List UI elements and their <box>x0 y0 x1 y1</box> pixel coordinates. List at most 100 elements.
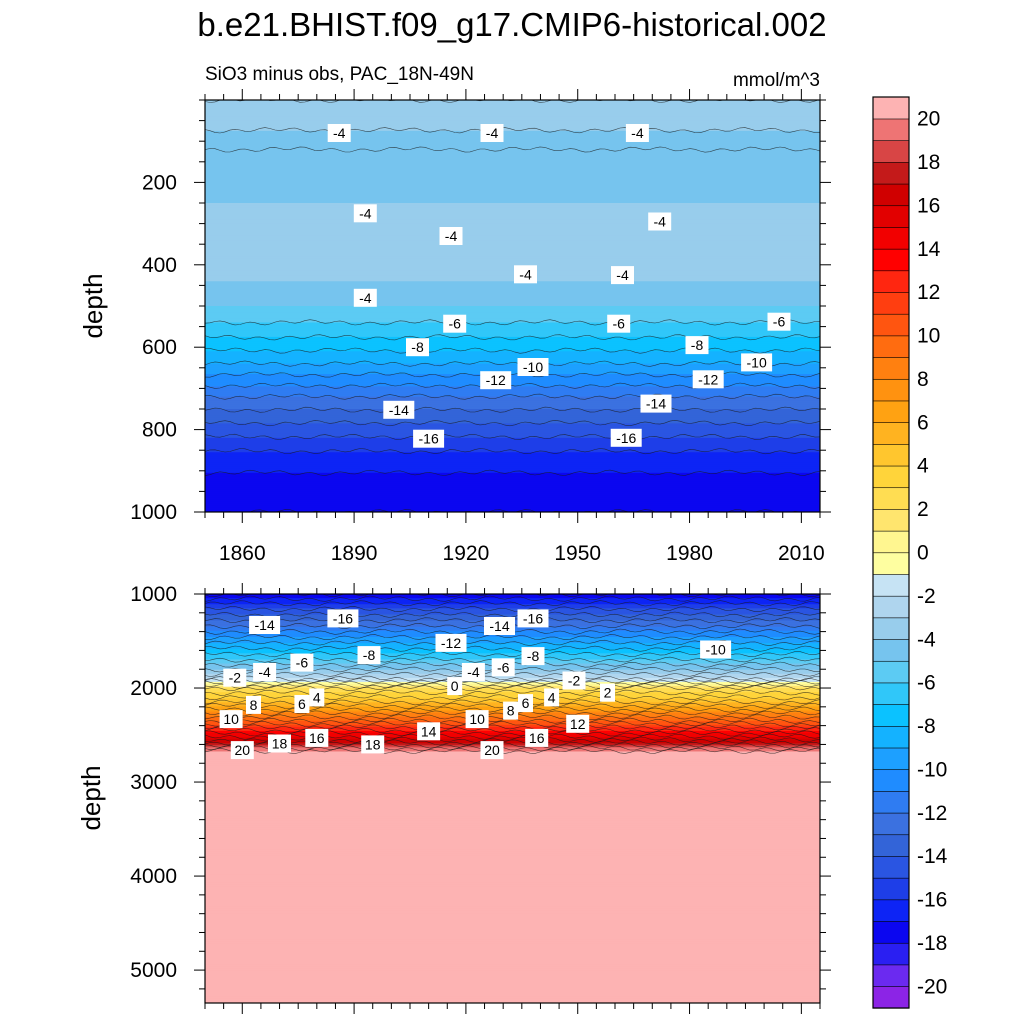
upper-fill-band <box>205 124 820 128</box>
lower-contour-label: 12 <box>566 714 590 733</box>
upper-fill-band <box>205 499 820 503</box>
lower-y-axis-label: depth <box>76 765 106 830</box>
lower-contour-label-box <box>309 688 325 707</box>
lower-fill-band <box>205 841 820 845</box>
lower-contour-label-box <box>518 694 533 713</box>
upper-fill-band <box>205 194 820 198</box>
lower-fill-band <box>205 759 820 763</box>
lower-fill-band <box>205 927 820 930</box>
lower-fill-band <box>205 892 820 896</box>
upper-fill-band <box>205 310 820 313</box>
upper-fill-band <box>205 167 820 171</box>
lower-fill-band <box>205 645 820 648</box>
lower-fill-band <box>205 753 820 757</box>
upper-contour-label-box <box>611 266 634 285</box>
upper-contour-label-text: -14 <box>646 396 666 412</box>
upper-contour-line <box>205 433 820 440</box>
upper-fill-band <box>205 244 820 247</box>
lower-fill-band <box>205 778 820 781</box>
upper-contour-label-text: -4 <box>519 266 532 282</box>
lower-fill-band <box>205 843 820 847</box>
upper-fill-band <box>205 153 820 157</box>
lower-contour-line <box>205 611 820 618</box>
lower-fill-band <box>205 984 820 988</box>
upper-fill-band <box>205 170 820 173</box>
upper-fill-band <box>205 429 820 433</box>
lower-contour-label-text: -6 <box>296 655 309 671</box>
upper-fill-band <box>205 128 820 132</box>
lower-contour-label-box <box>305 728 329 747</box>
lower-fill-band <box>205 767 820 771</box>
colorbar-swatch <box>872 573 910 597</box>
upper-contour-label-box <box>692 370 724 389</box>
colorbar-swatch <box>872 964 910 987</box>
upper-contour-label: -6 <box>443 314 467 333</box>
lower-contour-label-text: -10 <box>705 642 725 658</box>
upper-fill-band <box>205 182 820 186</box>
colorbar-swatch <box>872 443 910 467</box>
upper-fill-band <box>205 219 820 223</box>
upper-contour-label-text: -8 <box>691 337 704 353</box>
lower-contour-label-box <box>525 728 549 747</box>
lower-fill-band <box>205 820 820 824</box>
upper-fill-band <box>205 137 820 140</box>
upper-x-tick-label: 1890 <box>331 542 378 565</box>
lower-fill-band <box>205 921 820 924</box>
lower-fill-band <box>205 675 820 679</box>
upper-fill-band <box>205 308 820 311</box>
lower-fill-band <box>205 784 820 787</box>
lower-fill-band <box>205 945 820 949</box>
upper-fill-band <box>205 178 820 181</box>
upper-fill-band <box>205 347 820 350</box>
colorbar-swatch <box>872 942 910 966</box>
upper-fill-band <box>205 380 820 383</box>
upper-contour-line <box>205 448 820 455</box>
upper-fill-band <box>205 485 820 488</box>
lower-fill-band <box>205 594 820 597</box>
lower-contour-label-box <box>503 701 519 720</box>
lower-fill-band <box>205 800 820 804</box>
lower-contour-label-text: 18 <box>365 736 381 752</box>
upper-fill-band <box>205 114 820 118</box>
upper-fill-band <box>205 406 820 410</box>
lower-contour-label-box <box>461 663 485 681</box>
upper-fill-band <box>205 400 820 404</box>
lower-fill-band <box>205 919 820 922</box>
upper-fill-band <box>205 466 820 470</box>
upper-contour-label-box <box>443 314 467 333</box>
lower-fill-band <box>205 602 820 605</box>
lower-fill-band <box>205 739 820 742</box>
lower-fill-band <box>205 749 820 753</box>
upper-contour-label-box <box>327 124 351 142</box>
upper-contour-label-box <box>625 124 649 142</box>
colorbar-tick-label: 12 <box>917 281 940 304</box>
upper-contour-label-text: -4 <box>486 125 499 141</box>
upper-x-axis: 1860 1890 1920 1950 1980 2010 <box>204 89 825 565</box>
upper-fill-band <box>205 172 820 175</box>
colorbar-swatch <box>872 920 910 944</box>
upper-contour-label: -4 <box>439 227 463 245</box>
lower-fill-band <box>205 874 820 877</box>
colorbar-swatch <box>872 270 910 293</box>
upper-fill-band <box>205 211 820 214</box>
lower-fill-band <box>205 741 820 744</box>
upper-y-tick-label: 800 <box>142 419 177 442</box>
lower-fill-band <box>205 647 820 650</box>
lower-contour-label-text: 10 <box>223 711 239 727</box>
upper-fill-band <box>205 476 820 480</box>
lower-contour-label: 18 <box>268 734 291 753</box>
panel-subtitle-left: SiO3 minus obs, PAC_18N-49N <box>205 64 474 85</box>
lower-fill-band <box>205 780 820 783</box>
colorbar-tick-label: 14 <box>917 238 941 261</box>
upper-fill-band <box>205 235 820 239</box>
upper-fill-band <box>205 343 820 346</box>
lower-contour-label-text: 10 <box>469 711 485 727</box>
lower-fill-band <box>205 755 820 759</box>
upper-fill-band <box>205 165 820 169</box>
lower-fill-band <box>205 1000 820 1003</box>
upper-contour-line <box>205 347 820 354</box>
lower-fill-band <box>205 692 820 695</box>
lower-fill-band <box>205 688 820 691</box>
lower-fill-band <box>205 794 820 798</box>
lower-fill-band <box>205 968 820 971</box>
